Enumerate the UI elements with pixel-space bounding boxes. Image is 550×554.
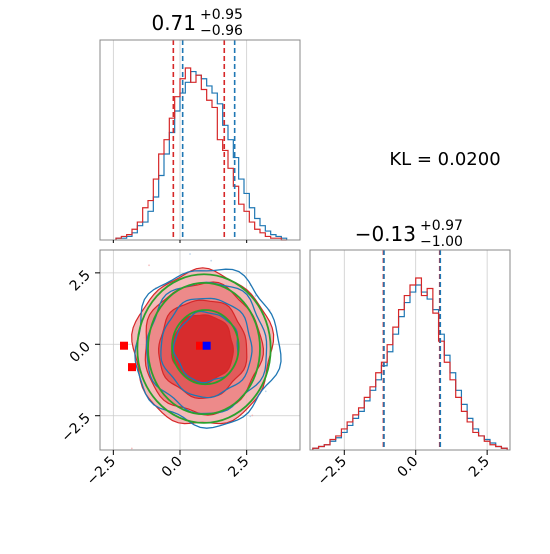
scatter-point <box>249 415 252 418</box>
title-value: 0.71 <box>151 11 196 35</box>
x-tick-label: −2.5 <box>315 454 350 489</box>
hist-y-title: −0.13 +0.97−1.00 <box>355 218 463 250</box>
fit-ellipse <box>147 281 261 416</box>
hist-y-blue-series <box>312 284 508 450</box>
title-upper-error: +0.95 <box>200 7 243 23</box>
joint-frame <box>99 249 301 451</box>
red-square-marker <box>120 341 128 350</box>
x-tick-label: 2.5 <box>225 454 252 481</box>
blue-density-contour <box>134 268 282 429</box>
title-lower-error: −0.96 <box>200 23 243 39</box>
title-upper-error: +0.97 <box>420 218 463 234</box>
hist-x-title: 0.71 +0.95−0.96 <box>151 7 243 39</box>
scatter-point <box>254 295 257 297</box>
x-tick-label: 0.0 <box>159 454 186 481</box>
x-tick-label: −2.5 <box>84 454 119 489</box>
hist-y-frame <box>309 249 511 451</box>
title-lower-error: −1.00 <box>420 234 463 250</box>
y-tick-label: 0.0 <box>67 339 94 366</box>
scatter-point <box>148 264 150 267</box>
x-tick-label: 2.5 <box>466 454 493 481</box>
hist-x-blue-series <box>115 70 288 240</box>
y-tick-label: −2.5 <box>58 410 93 445</box>
fit-ellipse <box>171 309 240 386</box>
fit-ellipse <box>136 273 272 424</box>
hist-x-red-series <box>115 67 287 241</box>
scatter-point <box>130 447 133 450</box>
y-tick-label: 2.5 <box>67 267 94 294</box>
scatter-point <box>189 253 191 255</box>
red-square-marker <box>128 363 136 372</box>
scatter-point <box>264 390 267 393</box>
blue-density-contour <box>160 297 253 399</box>
scatter-point <box>210 259 213 262</box>
title-value: −0.13 <box>355 222 416 246</box>
x-tick-label: 0.0 <box>394 454 421 481</box>
hist-x-frame <box>99 39 301 241</box>
scatter-point <box>251 414 254 417</box>
red-square-marker <box>196 341 204 350</box>
hist-y-red-series <box>312 277 508 450</box>
blue-density-contour <box>172 310 239 384</box>
kl-divergence-label: KL = 0.0200 <box>389 149 500 170</box>
blue-square-marker <box>202 341 211 350</box>
